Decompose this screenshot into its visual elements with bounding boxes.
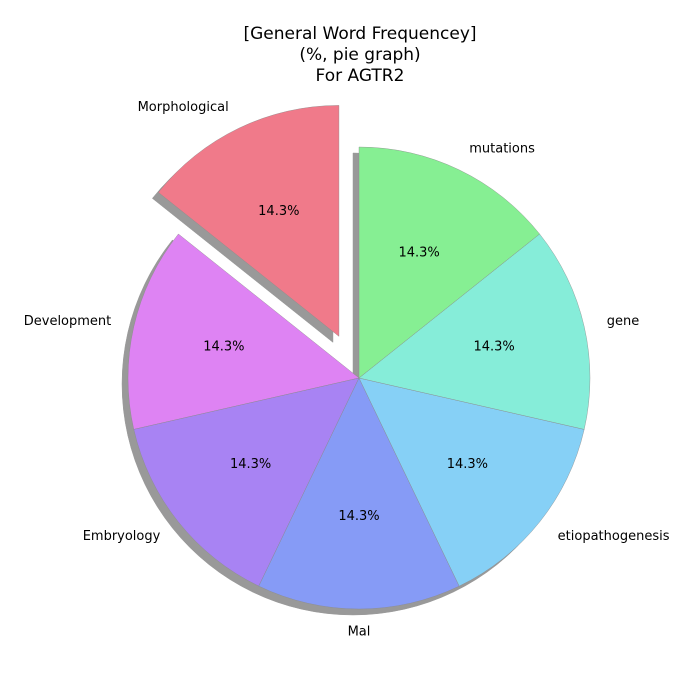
pie-slice-morphological [158,105,340,337]
pie-slice-mal [258,377,460,610]
pct-label-mutations: 14.3% [398,246,439,261]
slice-label-gene: gene [607,314,640,329]
slice-label-mal: Mal [348,625,371,640]
chart-title: [General Word Frequencey] (%, pie graph)… [243,24,476,86]
chart-title-line-2: (%, pie graph) [299,45,420,65]
pct-label-gene: 14.3% [473,340,514,355]
pct-label-etiopathogenesis: 14.3% [447,457,488,472]
slice-label-mutations: mutations [469,142,535,157]
pct-label-embryology: 14.3% [230,457,271,472]
slice-label-etiopathogenesis: etiopathogenesis [558,529,670,544]
slice-label-embryology: Embryology [83,529,161,544]
pie-slice-development [127,233,360,430]
pie-slices [127,105,591,610]
slice-label-morphological: Morphological [138,100,229,115]
pct-label-morphological: 14.3% [258,204,299,219]
pie-slice-embryology [133,377,360,587]
pie-slice-gene [358,233,591,430]
pie-percent-labels: 14.3% 14.3% 14.3% 14.3% 14.3% 14.3% 14.3% [203,204,515,524]
chart-title-line-3: For AGTR2 [316,66,405,86]
pie-slice-mutations [358,146,540,379]
slice-label-development: Development [24,314,112,329]
chart-title-line-1: [General Word Frequencey] [243,24,476,44]
pct-label-mal: 14.3% [338,509,379,524]
pct-label-development: 14.3% [203,340,244,355]
pie-slice-etiopathogenesis [358,377,585,587]
pie-slice-labels: Morphological Development Embryology Mal eti… [24,100,670,640]
